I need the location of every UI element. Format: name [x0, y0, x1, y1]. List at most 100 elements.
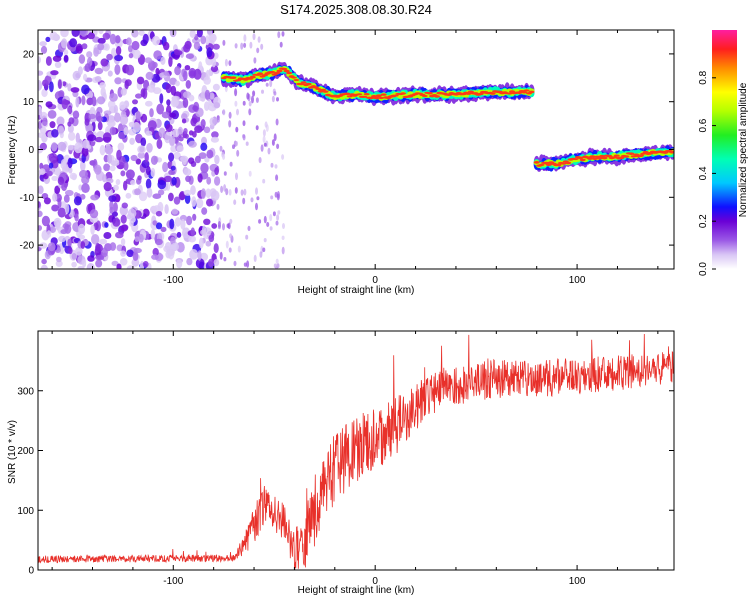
noise-cell: [183, 128, 188, 135]
noise-cell: [117, 142, 125, 151]
noise-cell: [277, 210, 281, 215]
ridge-cell: [489, 92, 496, 95]
noise-cell: [72, 70, 81, 81]
noise-cell: [57, 176, 65, 185]
ridge-cell: [630, 155, 637, 158]
noise-cell: [81, 95, 86, 106]
noise-cell: [107, 153, 113, 164]
spectrogram-y-label: Frequency (Hz): [7, 116, 18, 185]
noise-cell: [164, 241, 172, 251]
noise-cell: [216, 165, 220, 173]
noise-cell: [100, 87, 106, 97]
noise-cell: [61, 98, 68, 110]
noise-cell: [104, 145, 114, 155]
noise-cell: [125, 64, 135, 76]
noise-cell: [237, 245, 241, 253]
ridge-cell: [545, 163, 552, 167]
ridge-cell: [281, 67, 288, 71]
y-tick-label: -20: [20, 241, 35, 252]
noise-cell: [114, 64, 121, 75]
noise-cell: [269, 226, 273, 231]
noise-cell: [223, 184, 227, 192]
noise-cell: [173, 196, 181, 205]
ridge-cell: [300, 81, 307, 84]
noise-cell: [193, 41, 201, 50]
noise-cell: [270, 162, 274, 168]
noise-cell: [103, 232, 112, 239]
noise-cell: [100, 58, 109, 67]
noise-cell: [211, 223, 218, 229]
noise-cell: [71, 253, 77, 260]
noise-cell: [281, 31, 285, 37]
noise-cell: [204, 89, 211, 100]
ridge-cell: [577, 156, 584, 160]
noise-cell: [192, 131, 197, 138]
noise-cell: [236, 108, 239, 116]
noise-cell: [51, 142, 58, 152]
noise-cell: [60, 229, 68, 235]
ridge-cell: [421, 94, 428, 98]
noise-cell: [123, 161, 129, 171]
ridge-cell: [601, 156, 608, 160]
noise-cell: [86, 51, 93, 58]
noise-cell: [71, 30, 80, 37]
noise-cell: [132, 251, 139, 261]
noise-cell: [38, 56, 41, 64]
noise-cell: [153, 50, 162, 60]
noise-cell: [169, 135, 176, 146]
noise-cell: [203, 126, 211, 134]
noise-cell: [228, 247, 232, 253]
noise-cell: [273, 133, 277, 141]
noise-cell: [263, 215, 267, 224]
noise-cell: [84, 63, 91, 73]
noise-cell: [183, 168, 192, 176]
noise-cell: [279, 41, 283, 48]
noise-cell: [145, 100, 153, 107]
ridge-cell: [378, 96, 385, 100]
noise-cell: [206, 149, 214, 159]
noise-cell: [155, 67, 160, 75]
snr-panel: -100 0 100 0 100 200 300 Height of straight li…: [7, 330, 675, 596]
noise-cell: [39, 41, 47, 47]
noise-cell: [131, 258, 140, 267]
noise-cell: [99, 82, 106, 89]
noise-cell: [111, 211, 118, 217]
noise-cell: [184, 193, 191, 204]
ridge-cell: [344, 92, 351, 96]
noise-cell: [263, 238, 267, 243]
noise-cell: [246, 92, 250, 100]
noise-cell: [180, 218, 186, 230]
noise-cell: [200, 35, 207, 45]
noise-cell: [145, 165, 151, 176]
ridge-cell: [363, 93, 370, 96]
noise-cell: [38, 70, 44, 76]
ridge-cell: [637, 154, 644, 158]
noise-cell: [271, 139, 275, 146]
noise-cell: [243, 262, 247, 267]
snr-plot: [38, 333, 674, 570]
colorbar-label: Normalized spectral amplitude: [738, 82, 749, 217]
x-tick-label: 0: [372, 576, 378, 587]
noise-cell: [273, 263, 277, 269]
noise-cell: [113, 202, 118, 213]
noise-cell: [43, 197, 51, 205]
noise-cell: [157, 189, 165, 196]
noise-cell: [81, 84, 90, 95]
noise-cell: [94, 164, 102, 175]
noise-cell: [41, 88, 48, 98]
ridge-cell: [565, 161, 572, 165]
noise-cell: [206, 176, 212, 185]
noise-cell: [154, 238, 163, 246]
noise-cell: [261, 89, 264, 94]
noise-cell: [137, 175, 142, 181]
snr-background: [38, 331, 674, 570]
noise-cell: [274, 164, 278, 169]
noise-cell: [109, 93, 118, 102]
noise-cell: [97, 43, 105, 51]
noise-cell: [49, 31, 58, 41]
ridge-cell: [579, 158, 586, 162]
noise-cell: [80, 241, 86, 249]
noise-cell: [55, 260, 63, 267]
snr-axes: -100 0 100 0 100 200 300: [17, 331, 674, 587]
noise-cell: [134, 236, 140, 242]
